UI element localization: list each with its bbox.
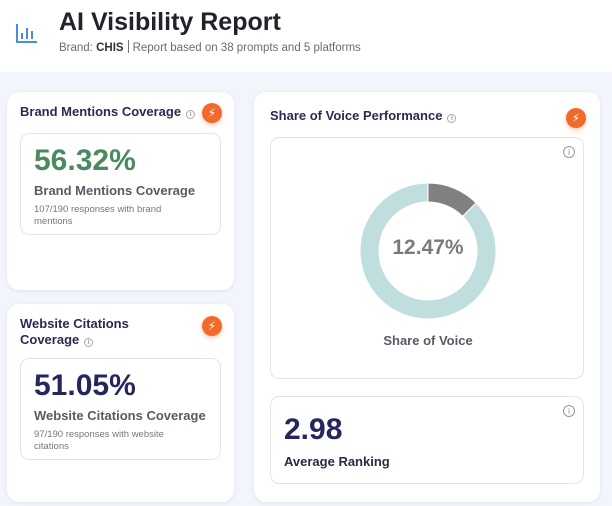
brand-label: Brand:: [59, 42, 93, 54]
bolt-icon[interactable]: ⚡︎: [202, 316, 222, 336]
header: AI Visibility Report Brand: CHIS Report b…: [0, 0, 612, 72]
metric-value: 56.32%: [34, 144, 136, 177]
metric-label: Website Citations Coverage: [34, 408, 206, 423]
metric-box: 51.05% Website Citations Coverage 97/190…: [20, 358, 221, 460]
info-icon[interactable]: i: [563, 146, 575, 158]
bar-chart-icon: [16, 24, 37, 43]
bolt-icon[interactable]: ⚡︎: [566, 108, 586, 128]
info-icon[interactable]: i: [84, 338, 94, 347]
card-title: Brand Mentions Coverage i: [20, 104, 196, 120]
info-icon[interactable]: i: [563, 405, 575, 417]
info-icon[interactable]: i: [447, 114, 457, 123]
metric-label: Brand Mentions Coverage: [34, 183, 196, 198]
report-subtitle: Brand: CHIS Report based on 38 prompts an…: [59, 40, 361, 54]
bolt-icon[interactable]: ⚡︎: [202, 103, 222, 123]
divider: [127, 40, 129, 53]
metric-box: 56.32% Brand Mentions Coverage 107/190 r…: [20, 133, 221, 235]
donut-label: Share of Voice: [383, 333, 473, 348]
website-citations-card: Website Citations Coverage i ⚡︎ 51.05% We…: [7, 304, 234, 502]
metric-value: 51.05%: [34, 369, 136, 402]
brand-mentions-card: Brand Mentions Coverage i ⚡︎ 56.32% Brand…: [7, 92, 234, 290]
share-of-voice-box: i 12.47% Share of Voice: [270, 137, 584, 379]
brand-name: CHIS: [96, 42, 124, 54]
report-description: Report based on 38 prompts and 5 platfor…: [132, 42, 361, 54]
metric-detail: 97/190 responses with website citations: [34, 429, 164, 452]
page-title: AI Visibility Report: [59, 8, 281, 36]
share-of-voice-card: Share of Voice Performance i ⚡︎ i 12.47% …: [254, 92, 600, 502]
info-icon[interactable]: i: [186, 110, 196, 119]
average-ranking-box: i 2.98 Average Ranking: [270, 396, 584, 484]
donut-center-value: 12.47%: [392, 236, 464, 259]
average-ranking-value: 2.98: [284, 413, 343, 446]
metric-detail: 107/190 responses with brand mentions: [34, 204, 162, 227]
card-title: Website Citations Coverage i: [20, 316, 129, 347]
average-ranking-label: Average Ranking: [284, 454, 390, 469]
share-of-voice-donut: [359, 182, 497, 320]
card-title: Share of Voice Performance i: [270, 108, 457, 124]
donut-slice-others[interactable]: [359, 182, 497, 320]
donut-slice-brand[interactable]: [427, 182, 477, 217]
